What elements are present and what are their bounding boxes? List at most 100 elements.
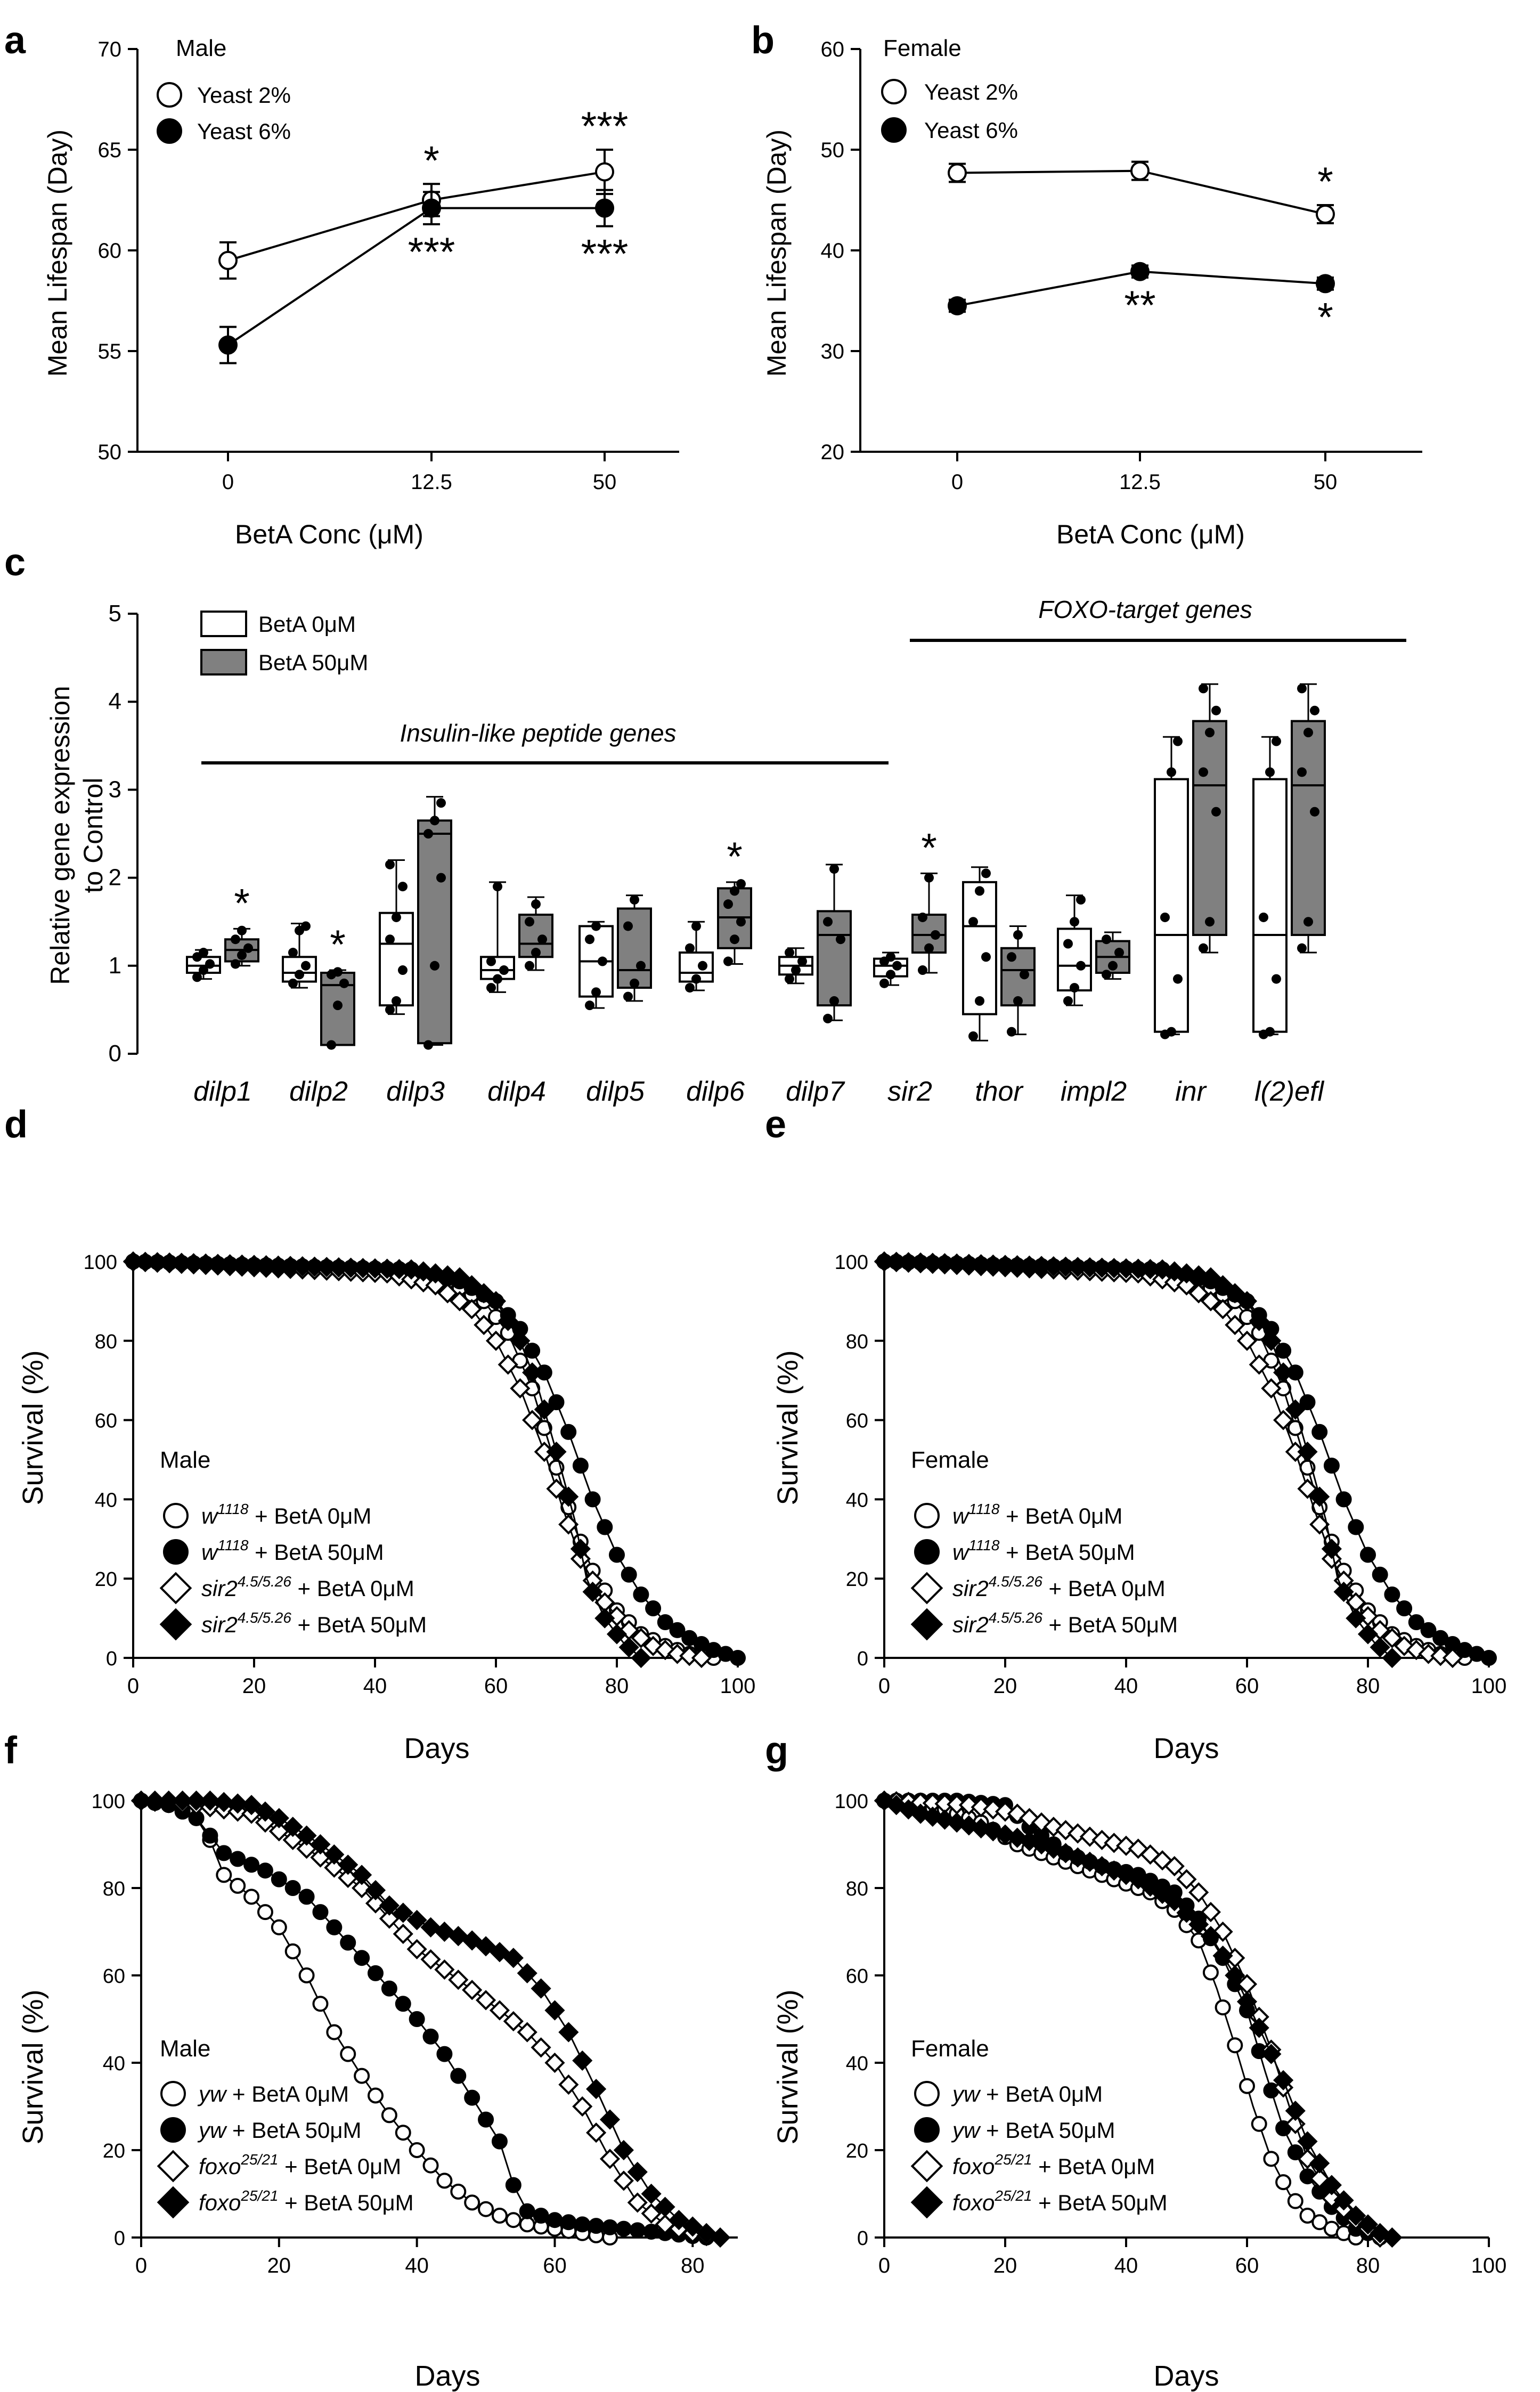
box-iqr: [417, 819, 452, 1045]
gene-label: thor: [975, 1076, 1024, 1107]
survival-marker: [546, 1478, 567, 1499]
y-tick-label: 50: [821, 139, 845, 162]
data-point: [295, 970, 304, 980]
data-point: [968, 1031, 978, 1041]
data-point: [398, 882, 408, 892]
panel-b-xlabel: BetA Conc (μM): [1056, 519, 1245, 549]
survival-marker: [449, 1267, 470, 1288]
legend-label: yw + BetA 0μM: [951, 2081, 1103, 2106]
data-point: [829, 864, 839, 874]
data-point: [1199, 684, 1208, 694]
data-point: [339, 978, 349, 988]
legend-label: w1118 + BetA 50μM: [201, 1537, 384, 1565]
survival-marker: [1200, 1267, 1221, 1288]
survival-marker: [1212, 1946, 1233, 1966]
survival-marker: [462, 1980, 483, 2000]
survival-marker: [710, 2227, 731, 2248]
data-point: [823, 917, 833, 927]
survival-marker: [436, 2173, 453, 2189]
panel-e-ylabel: Survival (%): [772, 1350, 804, 1505]
survival-marker: [1225, 1314, 1245, 1336]
panel-a-legend: Yeast 2% Yeast 6%: [157, 82, 291, 144]
survival-marker: [582, 1581, 603, 1602]
data-point: [436, 798, 446, 808]
y-tick-label: 80: [103, 1878, 125, 1900]
data-point: [1007, 1027, 1016, 1037]
data-point: [823, 1013, 833, 1023]
significance-label: **: [1124, 283, 1155, 328]
data-point: [836, 934, 845, 945]
survival-marker: [326, 2024, 343, 2040]
panel-label-a: a: [4, 19, 26, 62]
survival-marker: [691, 1647, 712, 1669]
panel-e-xlabel: Days: [1153, 1732, 1219, 1764]
x-tick-label: 0: [127, 1674, 139, 1698]
data-point: [436, 873, 446, 883]
data-point: [785, 948, 794, 958]
x-tick-label: 0: [135, 2254, 147, 2277]
significance-label: *: [727, 834, 743, 880]
data-point: [385, 934, 395, 945]
survival-marker: [491, 2208, 508, 2224]
panel-b-title: Female: [883, 35, 962, 61]
survival-marker: [365, 1880, 386, 1901]
survival-marker: [436, 2046, 453, 2062]
survival-marker: [594, 1608, 615, 1629]
survival-marker: [544, 2000, 565, 2021]
survival-marker: [144, 1790, 165, 1811]
data-point: [1265, 767, 1275, 777]
survival-marker: [214, 1792, 234, 1812]
data-point: [636, 961, 646, 971]
survival-marker: [172, 1790, 193, 1811]
survival-marker: [243, 1889, 260, 1905]
survival-marker: [510, 1330, 531, 1351]
data-point: [886, 970, 895, 980]
survival-marker: [570, 1539, 591, 1559]
panel-c-ylabel-line2: to Control: [78, 778, 108, 893]
survival-marker: [669, 1622, 686, 1638]
box-iqr: [1252, 778, 1288, 1033]
survival-marker: [560, 1423, 577, 1440]
survival-marker: [489, 1942, 510, 1963]
data-point: [975, 886, 984, 896]
survival-marker: [1261, 2044, 1282, 2064]
survival-marker: [437, 1283, 458, 1304]
panel-g-title: Female: [911, 2036, 989, 2062]
y-tick-label: 60: [821, 38, 845, 61]
x-tick-label: 60: [543, 2254, 567, 2277]
legend-label: yw + BetA 0μM: [197, 2081, 349, 2106]
survival-marker: [1275, 2174, 1292, 2191]
survival-marker: [312, 1904, 329, 1921]
data-point: [1007, 952, 1016, 962]
x-tick-label: 80: [1356, 2254, 1380, 2277]
y-tick-label: 60: [103, 1965, 125, 1988]
panel-a-mean-lifespan-male: Male Mean Lifespan (Day) BetA Conc (μM) …: [43, 35, 679, 549]
gene-label: dilp3: [386, 1076, 445, 1107]
box-iqr: [1192, 720, 1227, 936]
survival-marker: [1335, 1491, 1352, 1508]
survival-marker: [200, 1790, 221, 1811]
panel-f-xlabel: Days: [414, 2360, 480, 2392]
y-tick-label: 0: [106, 1648, 117, 1670]
survival-marker: [645, 1600, 662, 1616]
panel-f-ylabel: Survival (%): [17, 1989, 49, 2144]
legend-marker-icon: [914, 2117, 940, 2143]
survival-marker: [255, 1801, 276, 1822]
y-tick-label: 55: [98, 340, 122, 363]
data-point: [531, 948, 541, 958]
survival-marker: [1287, 1420, 1303, 1436]
panel-b-ylabel: Mean Lifespan (Day): [762, 129, 792, 377]
gene-label: impl2: [1061, 1076, 1127, 1107]
legend-label: foxo25/21 + BetA 0μM: [952, 2151, 1155, 2179]
gene-label: inr: [1175, 1076, 1207, 1107]
data-point: [1173, 974, 1183, 984]
significance-label: ***: [581, 104, 629, 149]
data-point: [595, 162, 614, 182]
survival-marker: [519, 2203, 535, 2219]
survival-marker: [498, 1311, 518, 1331]
survival-marker: [503, 2011, 524, 2032]
survival-marker: [1346, 2205, 1366, 2226]
survival-marker: [216, 1845, 232, 1861]
data-point: [1070, 983, 1079, 993]
